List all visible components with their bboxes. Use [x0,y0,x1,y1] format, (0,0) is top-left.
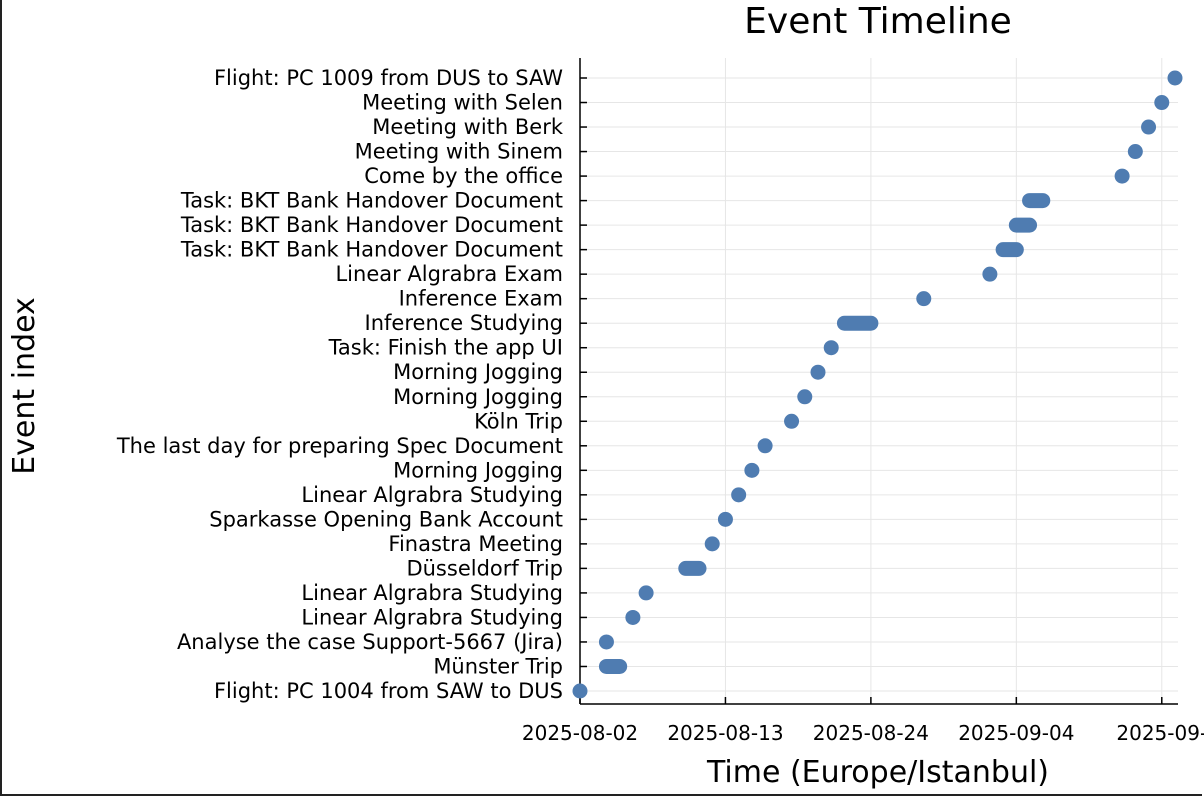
event-point [823,340,839,356]
grid-lines [579,58,1178,704]
y-axis-label: Event index [7,297,42,475]
event-point [797,389,813,405]
x-tick-label: 2025-09-04 [958,721,1074,745]
event-markers [572,70,1183,699]
event-point [1141,119,1157,135]
chart-title: Event Timeline [744,1,1012,42]
event-point [810,364,826,380]
y-tick-label: Meeting with Berk [372,115,564,139]
y-tick-label: Inference Exam [399,287,563,311]
event-point [1114,168,1130,184]
event-point [1167,70,1183,86]
y-tick-label: The last day for preparing Spec Document [116,434,563,458]
axes [579,58,1178,705]
event-point [731,487,747,503]
y-tick-label: Linear Algrabra Studying [301,483,563,507]
y-tick-label: Morning Jogging [393,385,563,409]
y-tick-label: Finastra Meeting [388,532,563,556]
event-point [1154,95,1170,111]
y-tick-label: Meeting with Selen [362,91,563,115]
y-tick-label: Analyse the case Support-5667 (Jira) [177,630,563,654]
x-tick-label: 2025-08-13 [667,721,783,745]
y-tick-label: Morning Jogging [393,458,563,482]
event-point [717,511,733,527]
event-point [704,536,720,552]
event-point [625,609,641,625]
event-point [638,585,654,601]
event-point [916,291,932,307]
y-tick-label: Task: Finish the app UI [328,336,563,360]
y-tick-label: Inference Studying [365,311,563,335]
x-tick-labels: 2025-08-02 2025-08-13 2025-08-24 2025-09-04… [522,697,1204,745]
event-point [744,462,760,478]
x-tick-label: 2025-08-24 [813,721,929,745]
y-tick-label: Flight: PC 1009 from DUS to SAW [214,66,563,90]
y-tick-label: Task: BKT Bank Handover Document [180,213,563,237]
event-point [572,683,588,699]
y-tick-label: Task: BKT Bank Handover Document [180,238,563,262]
y-tick-label: Flight: PC 1004 from SAW to DUS [214,679,563,703]
x-tick-label: 2025-09- [1116,721,1204,745]
y-tick-label: Morning Jogging [393,360,563,384]
y-tick-label: Köln Trip [474,409,563,433]
event-point [784,413,800,429]
y-tick-label: Linear Algrabra Studying [301,605,563,629]
y-tick-label: Linear Algrabra Exam [335,262,563,286]
event-point [1127,144,1143,160]
y-tick-label: Düsseldorf Trip [406,556,563,580]
event-point [982,266,998,282]
y-tick-label: Linear Algrabra Studying [301,581,563,605]
x-tick-label: 2025-08-02 [522,721,638,745]
event-point [598,634,614,650]
y-tick-label: Come by the office [364,164,563,188]
y-tick-label: Sparkasse Opening Bank Account [209,507,563,531]
y-tick-label: Task: BKT Bank Handover Document [180,189,563,213]
y-tick-label: Münster Trip [433,654,563,678]
y-tick-label: Meeting with Sinem [355,140,563,164]
x-axis-label: Time (Europe/Istanbul) [706,755,1049,790]
event-point [757,438,773,454]
